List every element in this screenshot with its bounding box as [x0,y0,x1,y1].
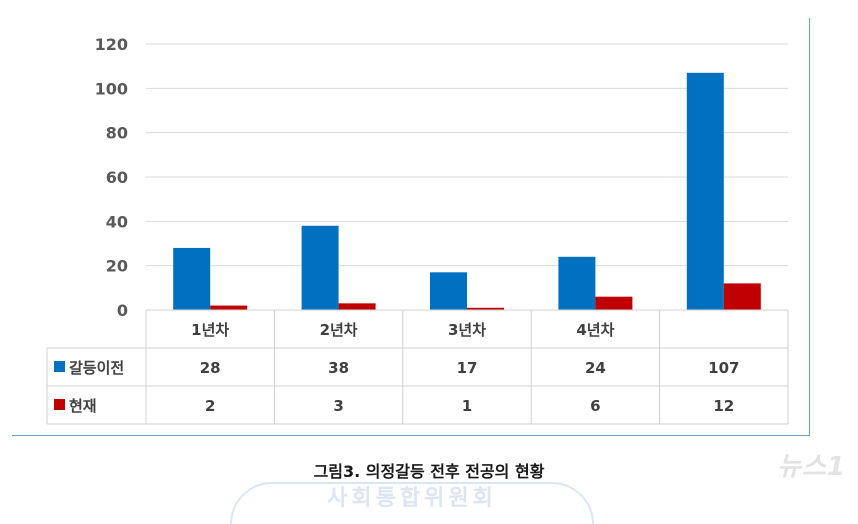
bar-current [210,305,248,310]
y-tick-label: 60 [106,168,128,187]
y-tick-label: 40 [106,212,128,231]
bar-current [595,296,633,310]
data-label: 3 [333,397,343,415]
legend-key [54,361,65,372]
news-logo: 뉴스1 [777,452,846,482]
bar-before [558,256,596,310]
data-label: 107 [708,359,739,377]
data-label: 17 [457,359,478,377]
bar-before [301,225,339,310]
chart-frame [12,18,810,436]
data-label: 2 [205,397,215,415]
data-label: 1 [462,397,472,415]
y-tick-label: 100 [95,79,128,98]
data-label: 12 [713,397,734,415]
data-label: 6 [590,397,600,415]
y-tick-label: 120 [95,35,128,54]
bar-before [686,72,724,310]
figure-caption: 그림3. 의정갈등 전후 전공의 현황 [313,462,545,481]
y-tick-label: 20 [106,257,128,276]
bar-before [430,272,467,310]
bar-current [467,307,504,310]
category-label: 4년차 [576,321,614,339]
data-label: 24 [585,359,606,377]
data-label: 38 [328,359,349,377]
legend-key [54,399,65,410]
legend-label: 갈등이전 [69,359,124,377]
category-label: 1년차 [191,321,229,339]
bar-before [173,247,211,310]
bar-current [338,303,376,310]
bar-current [723,283,761,310]
data-label: 28 [200,359,221,377]
y-tick-label: 80 [106,124,128,143]
y-tick-label: 0 [117,301,128,320]
category-label: 3년차 [448,321,486,339]
legend-label: 현재 [69,397,97,415]
category-label: 2년차 [320,321,358,339]
watermark-seal: 사회통합위원회 [230,482,594,524]
